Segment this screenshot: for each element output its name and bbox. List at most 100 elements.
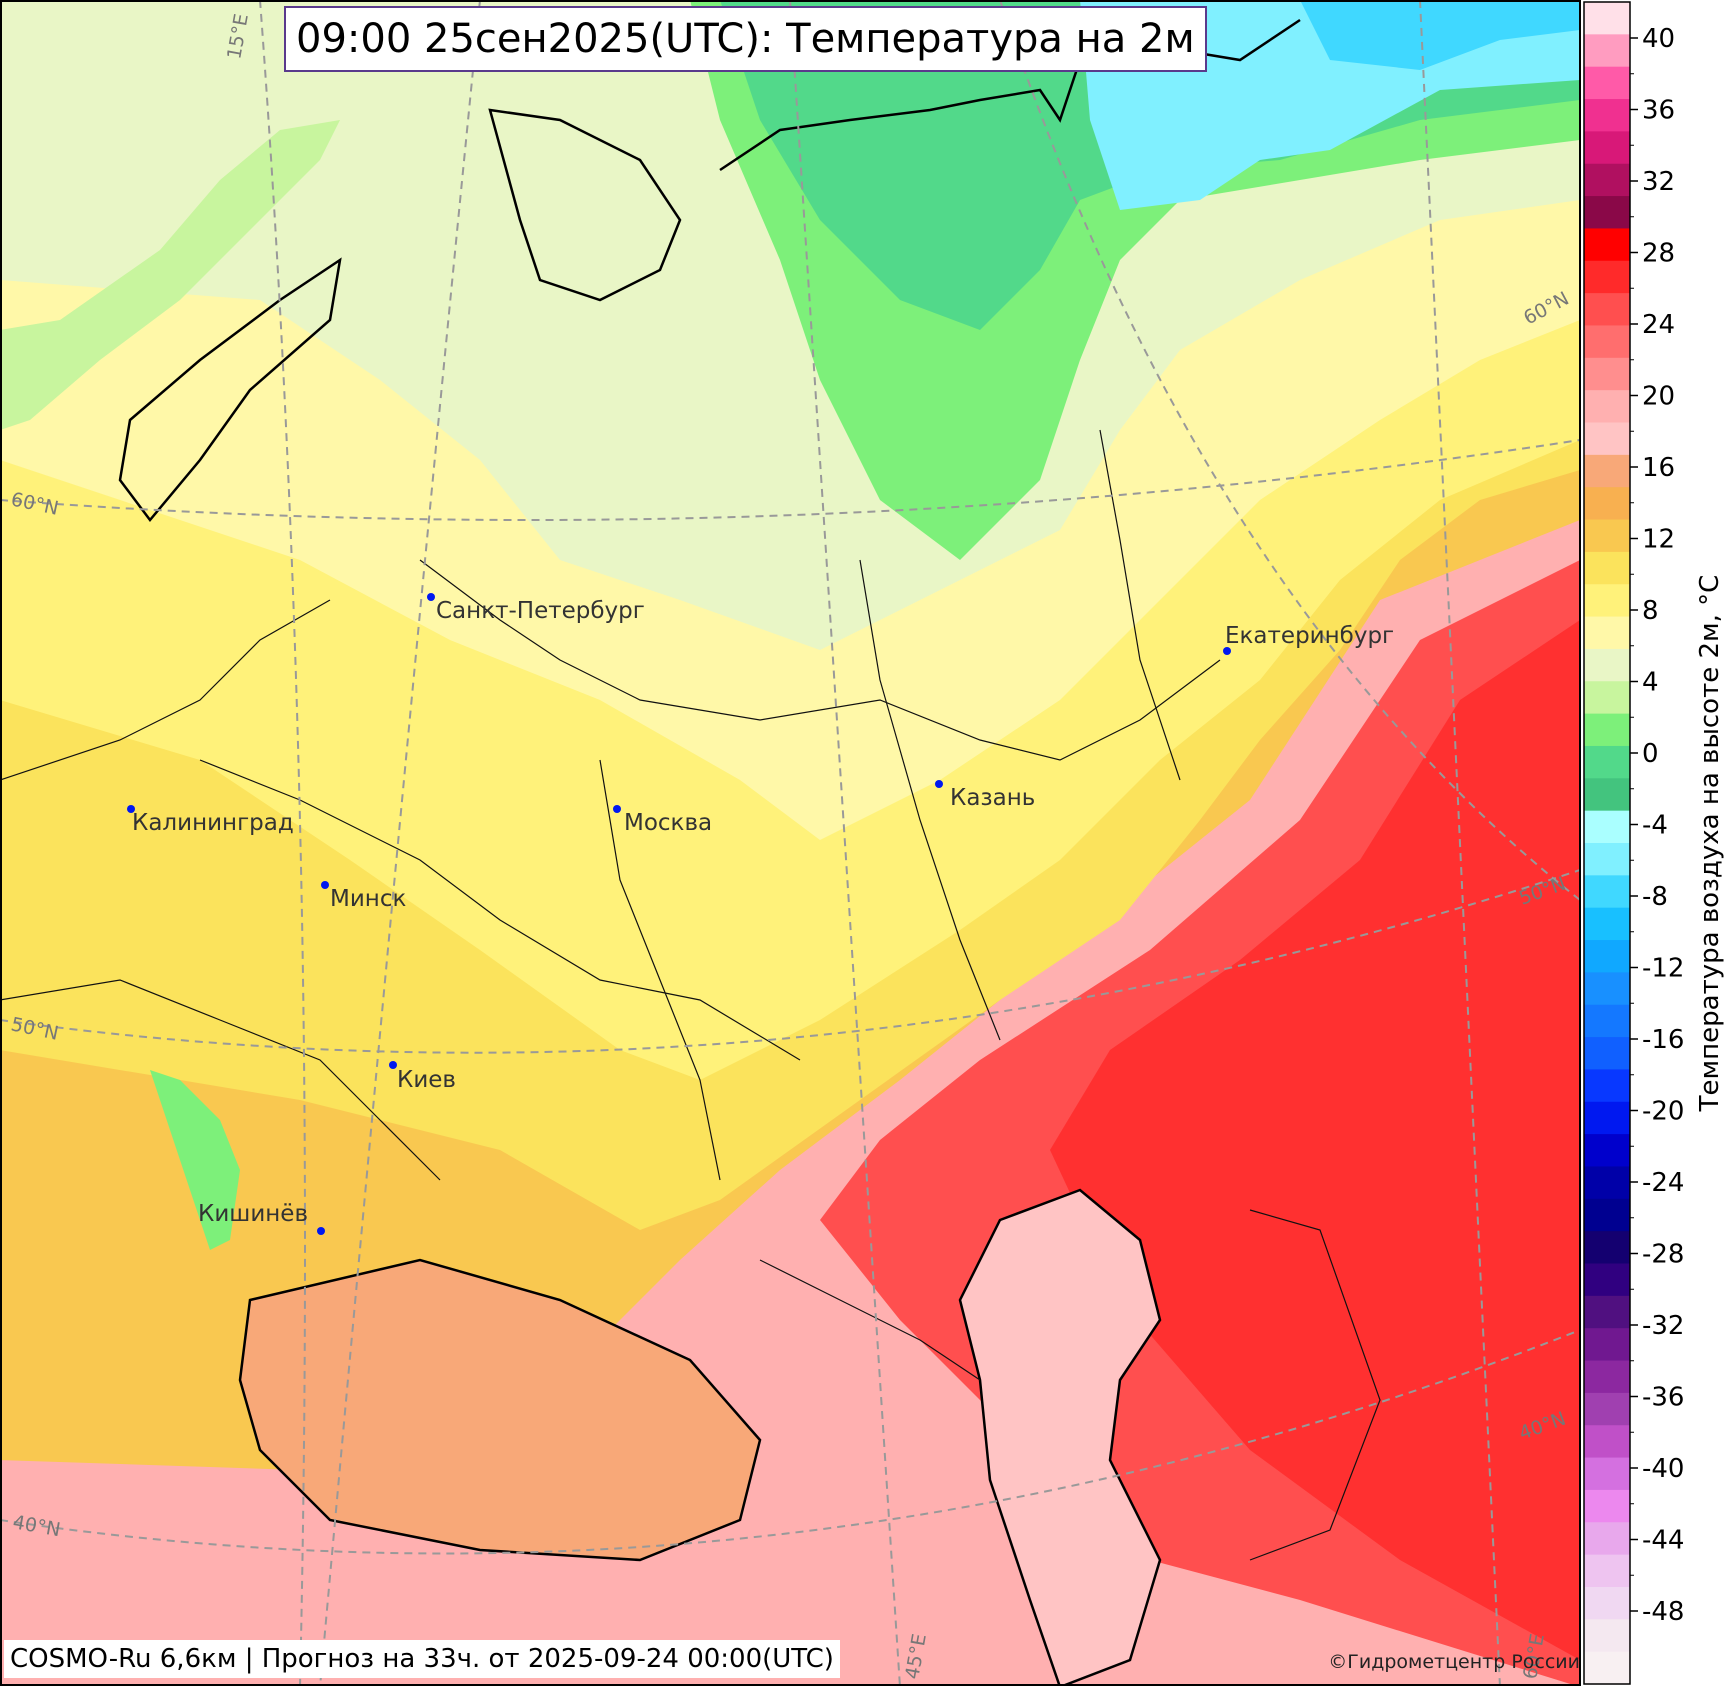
colorbar-tick-label: 20: [1642, 382, 1675, 412]
city-markers: Санкт-Петербург Екатеринбург Калининград…: [127, 593, 1394, 1235]
colorbar-swatch: [1584, 616, 1630, 650]
model-info: COSMO-Ru 6,6км | Прогноз на 33ч. от 2025…: [4, 1640, 840, 1678]
colorbar-swatch: [1584, 66, 1630, 100]
colorbar-tick-label: -8: [1642, 882, 1668, 912]
city-dot: [127, 805, 135, 813]
colorbar-swatch: [1584, 357, 1630, 391]
colorbar-swatch: [1584, 843, 1630, 876]
colorbar-tick-label: -36: [1642, 1383, 1684, 1413]
colorbar-swatch: [1584, 584, 1630, 618]
colorbar-swatch: [1584, 1489, 1630, 1523]
colorbar-swatch: [1584, 1101, 1630, 1135]
colorbar-swatch: [1584, 1392, 1630, 1426]
colorbar-tick-label: 40: [1642, 24, 1675, 54]
colorbar-swatch: [1584, 1004, 1630, 1038]
colorbar-tick-label: 0: [1642, 739, 1659, 769]
colorbar-tick-label: 16: [1642, 453, 1675, 483]
colorbar-swatch: [1584, 1037, 1630, 1071]
colorbar-swatch: [1584, 1522, 1630, 1556]
colorbar-tick-label: 8: [1642, 596, 1659, 626]
colorbar-swatch: [1584, 1457, 1630, 1491]
colorbar-tick-label: -48: [1642, 1597, 1684, 1627]
colorbar-swatch: [1584, 681, 1630, 715]
colorbar-swatch: [1584, 1263, 1630, 1297]
colorbar-tick-label: -4: [1642, 811, 1668, 841]
map-title: 09:00 25сен2025(UTC): Температура на 2м: [284, 6, 1207, 72]
colorbar-tick-label: 28: [1642, 239, 1675, 269]
colorbar-swatch: [1584, 260, 1630, 294]
city-dot: [613, 805, 621, 813]
city-dot: [935, 780, 943, 788]
colorbar-swatch: [1584, 519, 1630, 553]
colorbar-tick-label: 36: [1642, 96, 1675, 126]
colorbar-tick-label: 4: [1642, 668, 1659, 698]
map-frame: [0, 0, 1581, 1686]
colorbar-title: Температура воздуха на высоте 2м, °C: [1695, 575, 1725, 1113]
colorbar-tick-label: 24: [1642, 310, 1675, 340]
colorbar-swatch: [1584, 390, 1630, 424]
colorbar-swatch: [1584, 1425, 1630, 1459]
colorbar-swatch: [1584, 745, 1630, 779]
colorbar-swatch: [1584, 1554, 1630, 1588]
city-label: Калининград: [132, 810, 294, 836]
colorbar-tick-label: -28: [1642, 1240, 1684, 1270]
city-label: Кишинёв: [198, 1201, 308, 1227]
colorbar-tick-label: -20: [1642, 1097, 1684, 1127]
colorbar-swatches: [1584, 2, 1630, 1685]
colorbar-swatch: [1584, 34, 1630, 68]
city-label: Москва: [624, 810, 712, 836]
city-dot: [427, 593, 435, 601]
city-label: Казань: [950, 785, 1035, 811]
colorbar-tick-label: -40: [1642, 1454, 1684, 1484]
colorbar-swatch: [1584, 1231, 1630, 1265]
colorbar-swatch: [1584, 131, 1630, 165]
city-dot: [317, 1227, 325, 1235]
city-label: Минск: [330, 886, 406, 912]
graticule: [2, 2, 1580, 1684]
colorbar-swatch: [1584, 972, 1630, 1006]
colorbar-tick-label: -24: [1642, 1168, 1684, 1198]
city-label: Екатеринбург: [1225, 623, 1394, 649]
colorbar-swatch: [1584, 940, 1630, 973]
colorbar-tick-label: -12: [1642, 954, 1684, 984]
colorbar-swatch: [1584, 810, 1630, 844]
colorbar-swatch: [1584, 1360, 1630, 1394]
colorbar-swatch: [1584, 875, 1630, 909]
colorbar-swatch: [1584, 1651, 1630, 1685]
colorbar-swatch: [1584, 228, 1630, 262]
colorbar-ticks: 4036322824201612840-4-8-12-16-20-24-28-3…: [1630, 24, 1684, 1627]
colorbar-swatch: [1584, 293, 1630, 327]
colorbar-frame: [1583, 1, 1631, 1685]
colorbar-swatch: [1584, 713, 1630, 747]
city-dot: [1223, 647, 1231, 655]
colorbar-swatch: [1584, 907, 1630, 941]
colorbar-swatch: [1584, 487, 1630, 521]
colorbar-swatch: [1584, 1328, 1630, 1362]
city-label: Санкт-Петербург: [436, 598, 645, 624]
colorbar: 4036322824201612840-4-8-12-16-20-24-28-3…: [1583, 1, 1725, 1685]
colorbar-swatch: [1584, 422, 1630, 456]
colorbar-swatch: [1584, 551, 1630, 585]
colorbar-tick-label: -44: [1642, 1526, 1684, 1556]
colorbar-swatch: [1584, 1586, 1630, 1620]
city-label: Киев: [397, 1067, 456, 1093]
colorbar-swatch: [1584, 778, 1630, 812]
colorbar-swatch: [1584, 2, 1630, 35]
colorbar-tick-label: -16: [1642, 1025, 1684, 1055]
colorbar-swatch: [1584, 1069, 1630, 1103]
colorbar-swatch: [1584, 648, 1630, 682]
city-dot: [389, 1061, 397, 1069]
colorbar-swatch: [1584, 196, 1630, 230]
colorbar-swatch: [1584, 1134, 1630, 1168]
copyright: ©Гидрометцентр России: [1328, 1651, 1580, 1673]
colorbar-swatch: [1584, 1295, 1630, 1329]
colorbar-swatch: [1584, 1166, 1630, 1200]
colorbar-tick-label: -32: [1642, 1311, 1684, 1341]
colorbar-tick-label: 12: [1642, 525, 1675, 555]
colorbar-swatch: [1584, 325, 1630, 359]
colorbar-swatch: [1584, 99, 1630, 132]
colorbar-swatch: [1584, 1619, 1630, 1653]
colorbar-swatch: [1584, 163, 1630, 197]
colorbar-swatch: [1584, 1198, 1630, 1232]
